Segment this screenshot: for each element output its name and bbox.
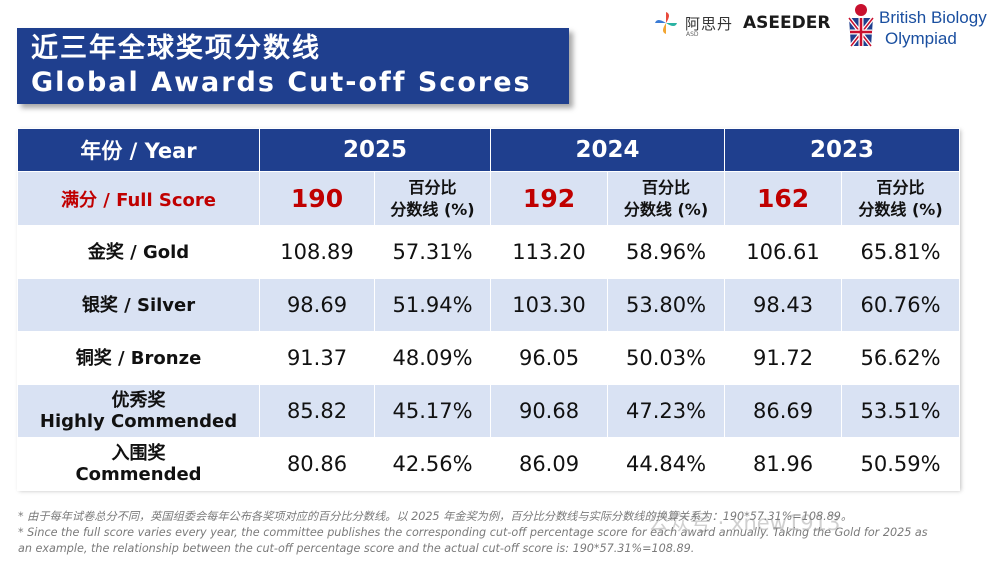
award-label-commended: 入围奖 Commended — [17, 437, 260, 491]
table-cell: 57.31% — [373, 225, 492, 279]
year-2023-header: 2023 — [724, 128, 961, 172]
table-cell: 42.56% — [373, 437, 492, 491]
table-cell: 51.94% — [373, 278, 492, 332]
table-row: 铜奖 / Bronze 91.37 48.09% 96.05 50.03% 91… — [17, 331, 961, 385]
award-label-silver: 银奖 / Silver — [17, 278, 260, 332]
pct-header-2023: 百分比 分数线 (%) — [841, 171, 961, 226]
table-row: 银奖 / Silver 98.69 51.94% 103.30 53.80% 9… — [17, 278, 961, 332]
award-label-bronze: 铜奖 / Bronze — [17, 331, 260, 385]
full-score-2023: 162 — [724, 171, 843, 226]
footnote-english-line2: an example, the relationship between the… — [18, 542, 695, 555]
title-chinese: 近三年全球奖项分数线 — [31, 33, 321, 64]
bbo-line2: Olympiad — [885, 29, 957, 48]
table-cell: 106.61 — [724, 225, 843, 279]
table-row: 入围奖 Commended 80.86 42.56% 86.09 44.84% 8… — [17, 437, 961, 491]
pct-header-line1: 百分比 — [876, 177, 925, 197]
scores-table: 年份 / Year 2025 2024 2023 满分 / Full Score… — [17, 128, 961, 491]
table-cell: 47.23% — [607, 384, 726, 438]
aseeder-subtext: ASD — [686, 31, 699, 38]
table-row: 优秀奖 Highly Commended 85.82 45.17% 90.68 4… — [17, 384, 961, 438]
pct-header-2025: 百分比 分数线 (%) — [373, 171, 492, 226]
footnote-chinese: * 由于每年试卷总分不同，英国组委会每年公布各奖项对应的百分比分数线。以 202… — [18, 510, 853, 523]
union-jack-figure-icon — [847, 4, 875, 48]
full-score-2025: 190 — [259, 171, 375, 226]
table-cell: 86.09 — [490, 437, 609, 491]
table-cell: 44.84% — [607, 437, 726, 491]
table-cell: 98.69 — [259, 278, 375, 332]
year-2024-header: 2024 — [490, 128, 726, 172]
table-cell: 60.76% — [841, 278, 961, 332]
table-cell: 86.69 — [724, 384, 843, 438]
footnote-english-line1: * Since the full score varies every year… — [18, 526, 928, 539]
table-cell: 85.82 — [259, 384, 375, 438]
table-row: 金奖 / Gold 108.89 57.31% 113.20 58.96% 10… — [17, 225, 961, 279]
table-cell: 65.81% — [841, 225, 961, 279]
aseeder-chinese-name: 阿思丹 — [685, 14, 734, 33]
aseeder-logo: 阿思丹 ASD ASEEDER — [653, 8, 830, 38]
table-cell: 58.96% — [607, 225, 726, 279]
award-label-highly-commended: 优秀奖 Highly Commended — [17, 384, 260, 438]
watermark: 公众号 · xnew1913 — [648, 511, 841, 535]
table-cell: 113.20 — [490, 225, 609, 279]
pct-header-line2: 分数线 (%) — [858, 199, 943, 219]
bbo-logo: British Biology Olympiad — [845, 2, 989, 50]
table-cell: 90.68 — [490, 384, 609, 438]
table-cell: 81.96 — [724, 437, 843, 491]
table-cell: 53.51% — [841, 384, 961, 438]
title-banner: 近三年全球奖项分数线 Global Awards Cut-off Scores — [17, 28, 569, 104]
scores-table-container: 年份 / Year 2025 2024 2023 满分 / Full Score… — [17, 128, 961, 491]
pct-header-line2: 分数线 (%) — [390, 199, 475, 219]
pinwheel-icon — [655, 12, 677, 34]
title-english: Global Awards Cut-off Scores — [31, 67, 532, 98]
pct-header-line1: 百分比 — [408, 177, 457, 197]
pct-header-line1: 百分比 — [642, 177, 691, 197]
pct-header-line2: 分数线 (%) — [623, 199, 709, 219]
table-cell: 48.09% — [373, 331, 492, 385]
aseeder-wordmark: ASEEDER — [743, 13, 831, 33]
bbo-line1: British Biology — [879, 8, 987, 27]
table-cell: 50.03% — [607, 331, 726, 385]
full-score-2024: 192 — [490, 171, 609, 226]
year-header: 年份 / Year — [17, 128, 260, 172]
full-score-row: 满分 / Full Score 190 百分比 分数线 (%) 192 百分比 分数… — [17, 171, 961, 226]
table-cell: 53.80% — [607, 278, 726, 332]
table-cell: 91.72 — [724, 331, 843, 385]
table-cell: 91.37 — [259, 331, 375, 385]
year-2025-header: 2025 — [258, 128, 492, 172]
table-cell: 96.05 — [490, 331, 609, 385]
table-cell: 98.43 — [724, 278, 843, 332]
table-cell: 103.30 — [490, 278, 609, 332]
table-cell: 80.86 — [259, 437, 375, 491]
table-cell: 108.89 — [259, 225, 375, 279]
table-cell: 50.59% — [841, 437, 961, 491]
full-score-label: 满分 / Full Score — [17, 171, 260, 226]
pct-header-2024: 百分比 分数线 (%) — [607, 171, 726, 226]
table-cell: 45.17% — [373, 384, 492, 438]
table-cell: 56.62% — [841, 331, 961, 385]
award-label-gold: 金奖 / Gold — [17, 225, 260, 279]
footnote: * 由于每年试卷总分不同，英国组委会每年公布各奖项对应的百分比分数线。以 202… — [18, 509, 983, 557]
header-row: 年份 / Year 2025 2024 2023 — [17, 128, 961, 172]
